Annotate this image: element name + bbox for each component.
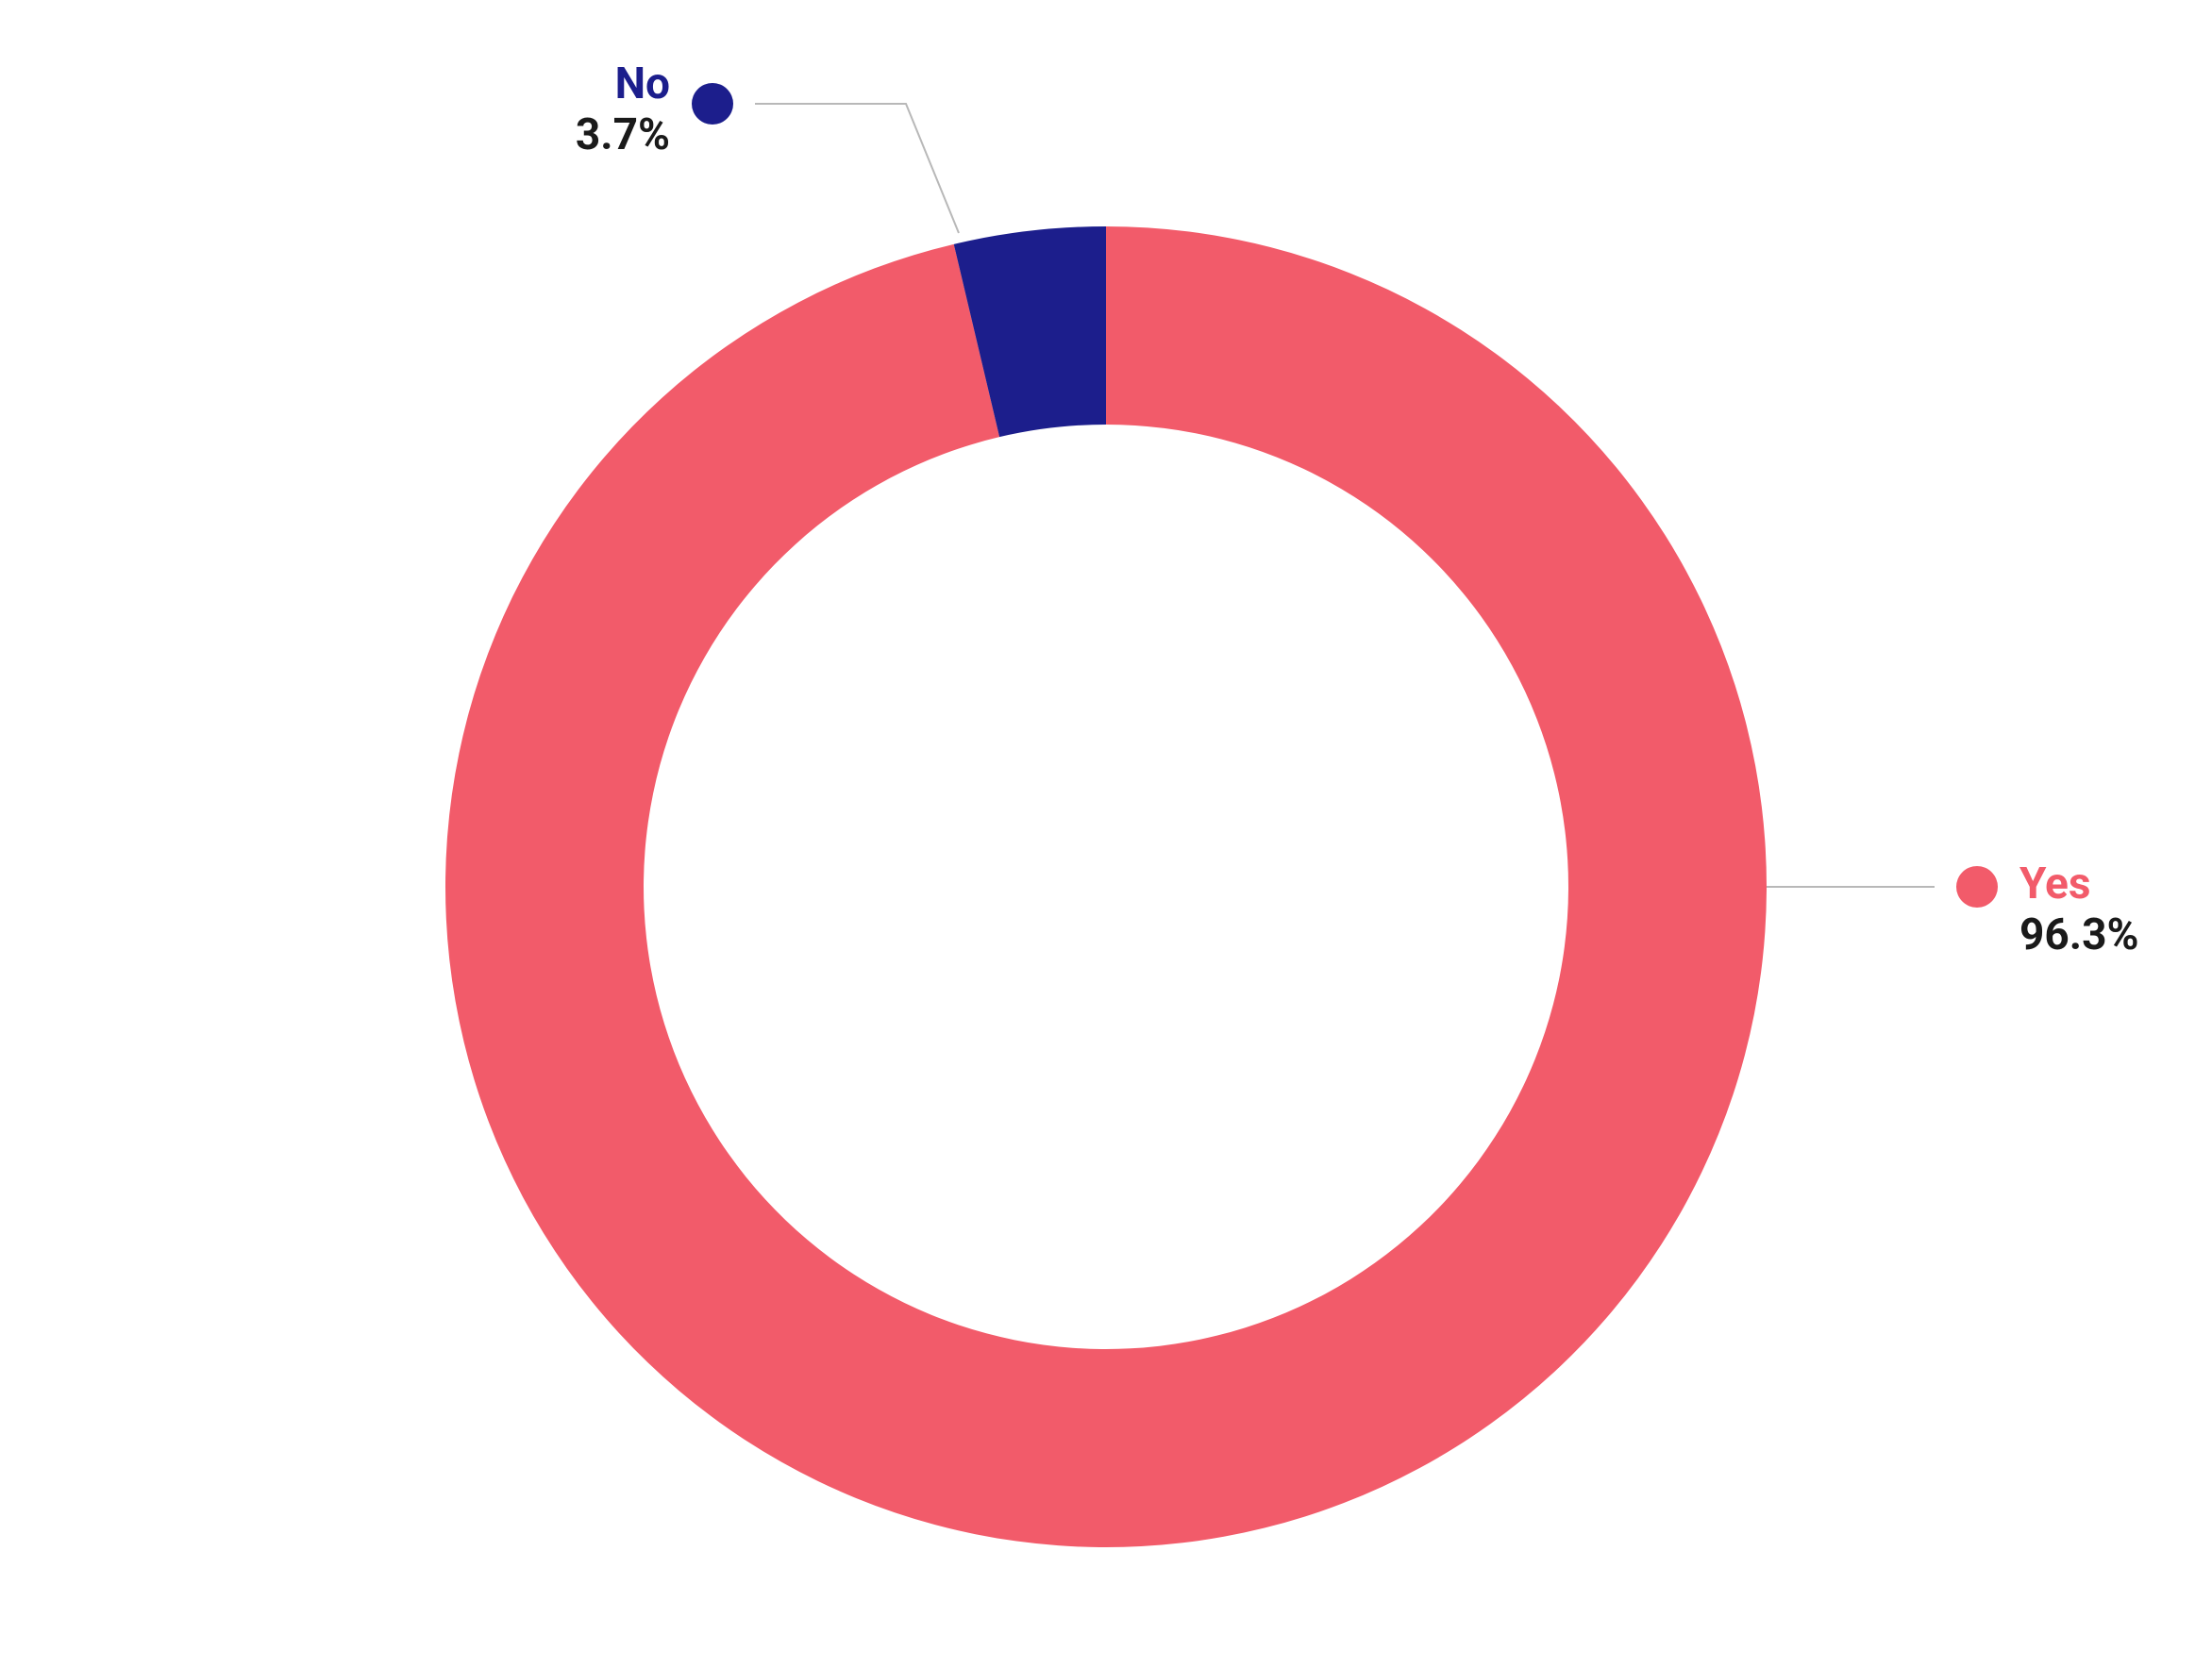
legend-dot-no (692, 83, 733, 125)
slice-label-no: No (615, 58, 670, 109)
donut-chart: Yes96.3% No3.7% (0, 0, 2212, 1668)
slice-value-no: 3.7% (576, 109, 670, 160)
slice-value-yes: 96.3% (2019, 909, 2139, 960)
slice-label-yes: Yes (2019, 859, 2091, 909)
donut-chart-svg: Yes96.3% No3.7% (0, 0, 2212, 1668)
leader-line-no (755, 104, 959, 233)
donut-slice-yes (445, 226, 1767, 1547)
legend-dot-yes (1956, 866, 1998, 908)
